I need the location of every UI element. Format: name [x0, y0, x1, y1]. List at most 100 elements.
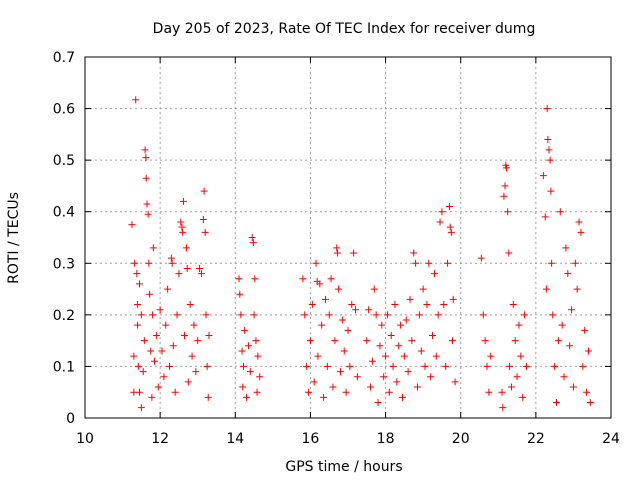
- data-point: [236, 290, 244, 298]
- data-point: [167, 254, 175, 262]
- data-point: [254, 352, 262, 360]
- data-point: [342, 388, 350, 396]
- data-point: [544, 136, 552, 144]
- data-point: [545, 146, 553, 154]
- data-point: [556, 208, 564, 216]
- y-axis-label: ROTI / TECUs: [6, 192, 22, 284]
- data-point: [446, 223, 454, 231]
- data-point: [306, 337, 314, 345]
- data-point: [505, 249, 513, 257]
- data-point: [148, 393, 156, 401]
- data-point: [192, 368, 200, 376]
- data-point: [389, 362, 397, 370]
- data-point: [305, 388, 313, 396]
- data-point: [248, 234, 256, 241]
- data-point: [244, 342, 252, 350]
- data-point: [196, 264, 204, 272]
- data-point: [363, 337, 371, 345]
- data-point: [376, 342, 384, 350]
- data-point: [554, 337, 562, 345]
- data-point: [246, 368, 254, 376]
- data-point: [151, 357, 159, 365]
- data-point: [543, 105, 551, 113]
- x-axis-label: GPS time / hours: [285, 459, 402, 475]
- data-point: [320, 393, 328, 401]
- data-point: [137, 404, 145, 412]
- x-tick-label: 24: [602, 431, 620, 447]
- data-point: [239, 383, 247, 391]
- y-tick-label: 0.1: [53, 359, 75, 375]
- data-point: [183, 264, 191, 272]
- data-point: [483, 362, 491, 370]
- data-point: [321, 295, 329, 303]
- data-point: [430, 270, 438, 278]
- data-point: [404, 368, 412, 376]
- data-point: [202, 311, 210, 319]
- data-point: [571, 259, 579, 267]
- data-point: [169, 342, 177, 350]
- data-point: [451, 378, 459, 386]
- data-point: [398, 393, 406, 401]
- data-point: [481, 337, 489, 345]
- data-point: [253, 388, 261, 396]
- data-point: [542, 285, 550, 293]
- data-point: [173, 311, 181, 319]
- data-point: [143, 200, 151, 208]
- data-point: [370, 285, 378, 293]
- data-point: [539, 172, 547, 180]
- data-point: [327, 275, 335, 283]
- data-point: [581, 326, 589, 334]
- data-point: [400, 352, 408, 360]
- data-point: [128, 221, 136, 229]
- data-point: [546, 156, 554, 164]
- data-point: [503, 164, 511, 172]
- data-point: [194, 337, 202, 345]
- data-point: [333, 244, 341, 252]
- data-point: [414, 383, 422, 391]
- data-point: [509, 301, 517, 309]
- data-point: [569, 383, 577, 391]
- data-point: [415, 311, 423, 319]
- data-point: [429, 331, 437, 339]
- data-point: [314, 352, 322, 360]
- data-point: [511, 337, 519, 345]
- data-point: [158, 347, 166, 355]
- data-point: [299, 275, 307, 283]
- chart-title: Day 205 of 2023, Rate Of TEC Index for r…: [153, 21, 536, 37]
- data-point: [235, 275, 243, 283]
- data-point: [499, 404, 507, 412]
- data-point: [504, 208, 512, 216]
- data-point: [436, 218, 444, 226]
- data-point: [374, 399, 382, 407]
- data-point: [434, 311, 442, 319]
- data-point: [139, 368, 147, 376]
- data-point: [249, 239, 257, 247]
- data-point: [171, 388, 179, 396]
- data-point: [134, 362, 142, 370]
- data-point: [181, 331, 189, 339]
- data-point: [380, 373, 388, 381]
- data-point: [134, 301, 142, 309]
- data-point: [204, 393, 212, 401]
- data-point: [133, 270, 141, 278]
- x-tick-label: 12: [151, 431, 169, 447]
- data-point: [190, 321, 198, 329]
- data-point: [316, 280, 324, 288]
- data-point: [197, 270, 205, 278]
- data-point: [147, 347, 155, 355]
- data-point: [308, 301, 316, 309]
- plot-frame: [84, 56, 612, 419]
- data-point: [448, 337, 456, 345]
- data-point: [548, 259, 556, 267]
- data-point: [412, 259, 420, 267]
- y-tick-label: 0.6: [53, 102, 75, 118]
- data-point: [558, 321, 566, 329]
- data-point: [352, 306, 360, 314]
- data-point: [372, 311, 380, 319]
- data-point: [164, 285, 172, 293]
- data-point: [501, 182, 509, 190]
- data-point: [200, 187, 208, 195]
- data-point: [577, 228, 585, 236]
- data-point: [303, 362, 311, 370]
